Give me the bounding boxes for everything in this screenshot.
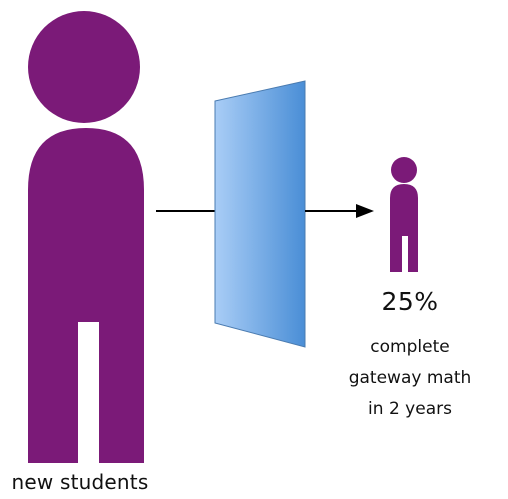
large-person-body — [28, 128, 144, 463]
description-line-3: in 2 years — [368, 399, 452, 419]
percent-label: 25% — [381, 287, 439, 316]
small-person-body — [390, 184, 418, 272]
large-person-head — [28, 11, 140, 123]
output-arrow — [305, 204, 374, 218]
description-line-1: complete — [370, 337, 450, 357]
arrow-head-icon — [356, 204, 374, 218]
description-line-2: gateway math — [348, 368, 472, 388]
new-students-label: new students — [11, 470, 149, 494]
small-person-head — [391, 157, 417, 183]
large-person-icon — [28, 11, 144, 463]
small-person-icon — [390, 157, 418, 272]
filter-panel-icon — [214, 80, 306, 348]
